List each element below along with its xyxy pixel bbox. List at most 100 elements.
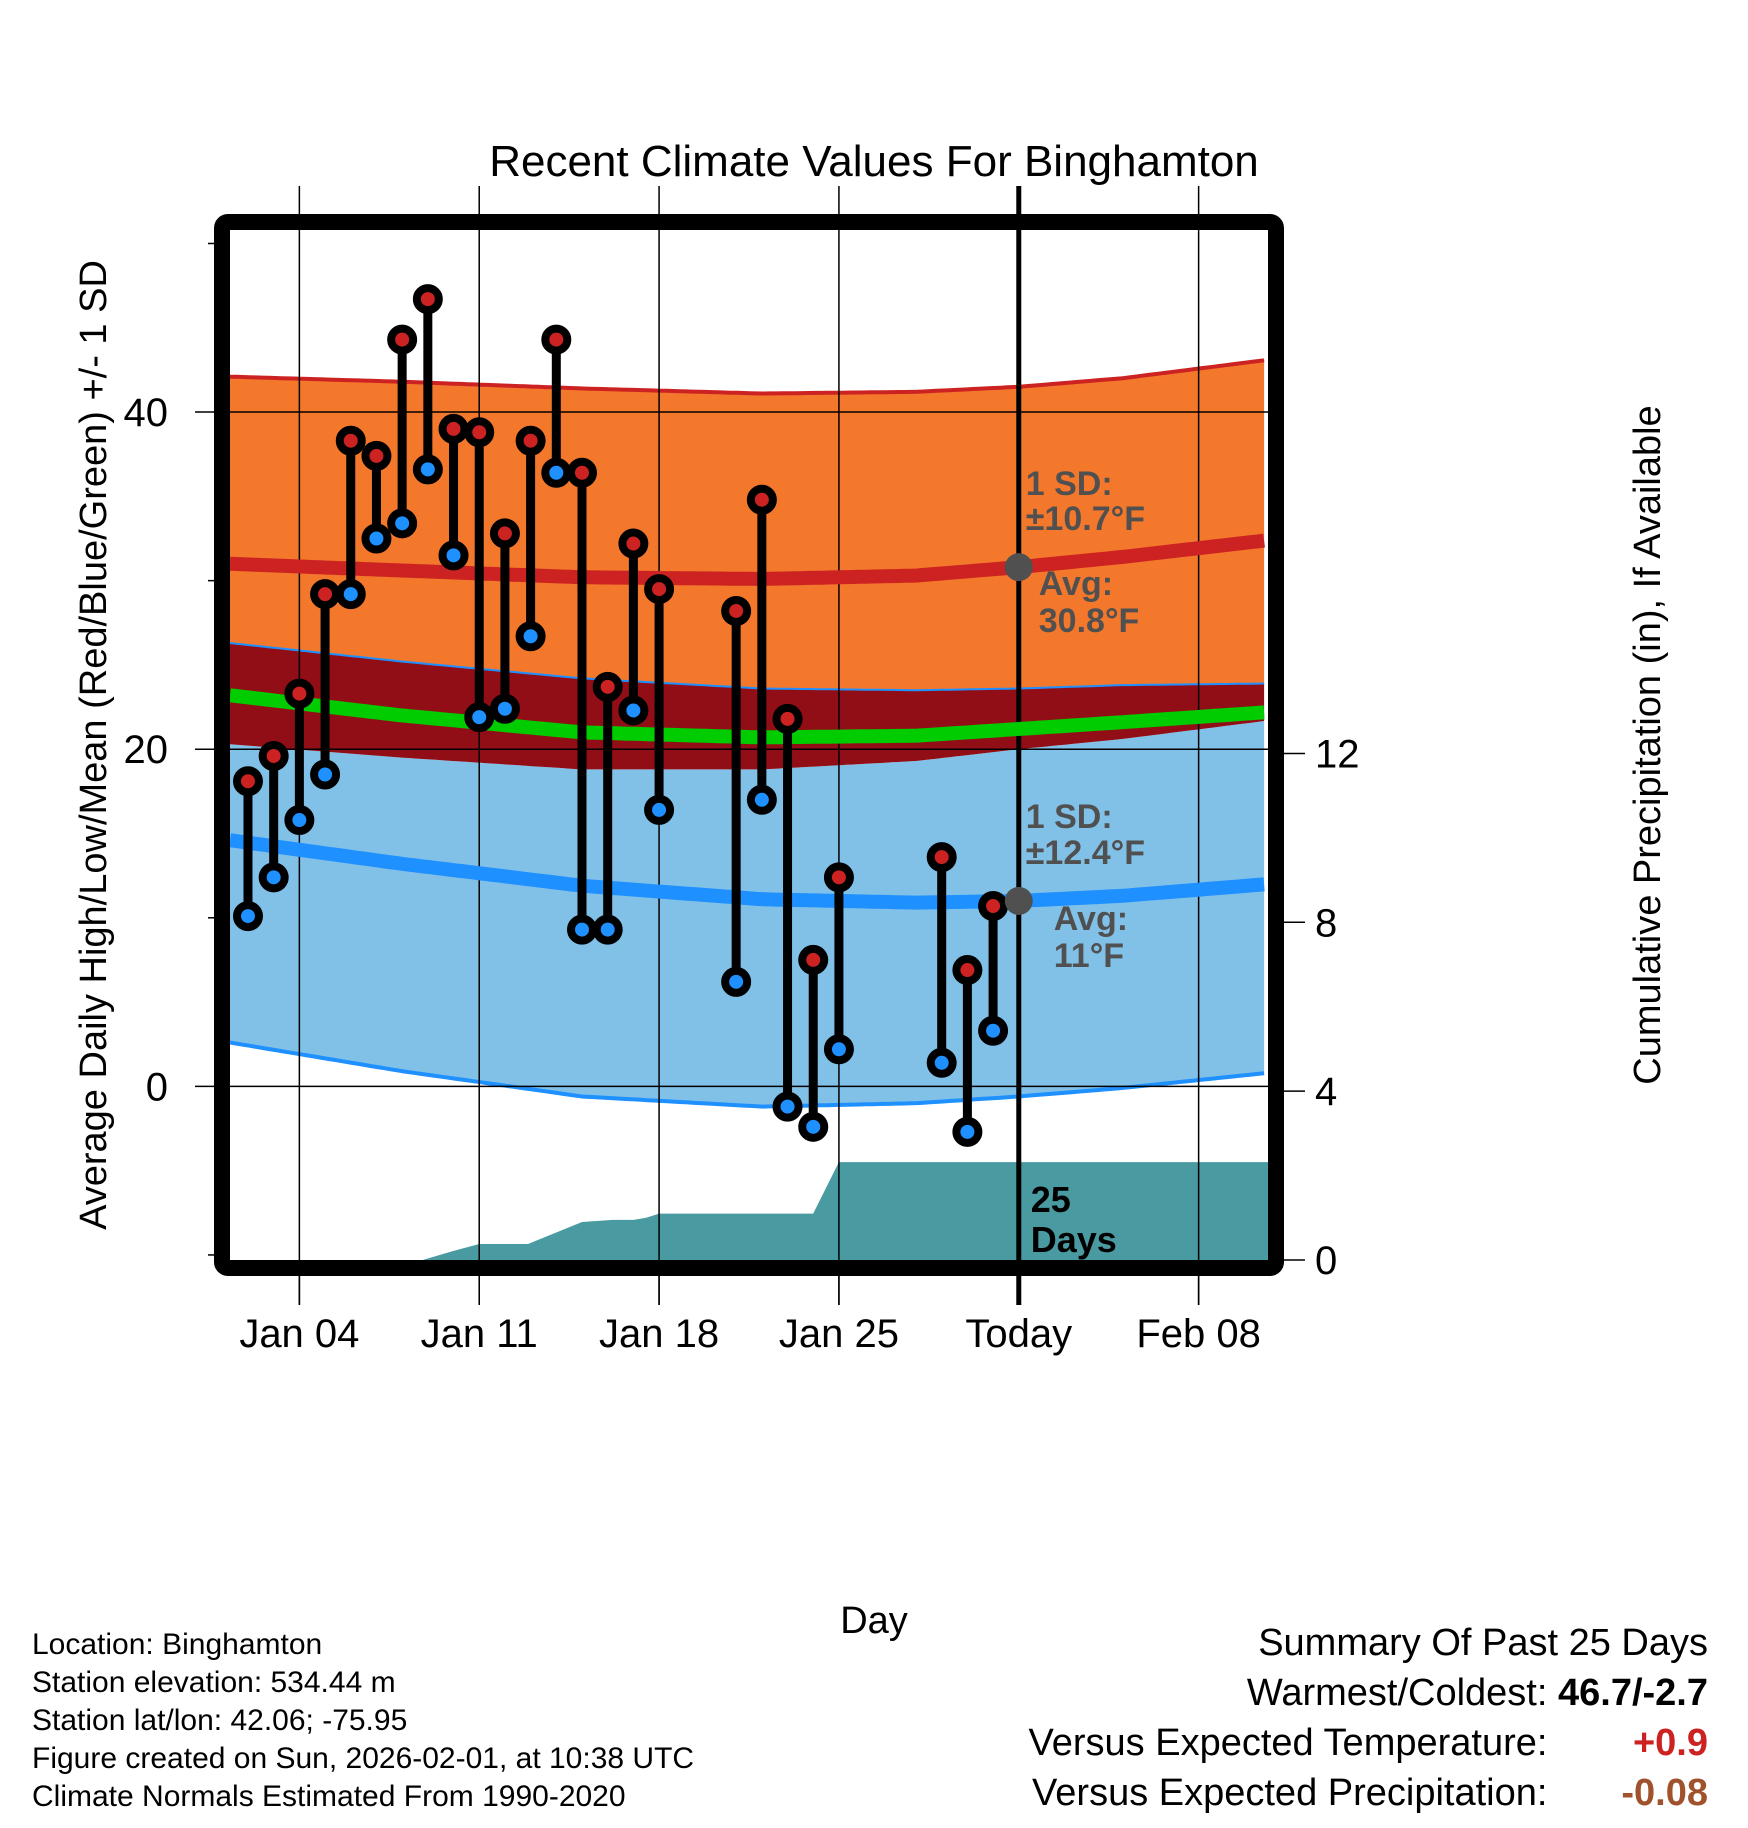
daily-low-point: [721, 966, 752, 997]
daily-high-point: [798, 944, 829, 975]
daily-low-point: [952, 1116, 983, 1147]
daily-high-point: [310, 579, 341, 610]
info-elevation: Station elevation: 534.44 m: [32, 1666, 396, 1699]
y2-tick-label: 12: [1315, 732, 1360, 776]
high-minus-sd-line: [229, 642, 1265, 692]
y-tick-label: 20: [124, 728, 169, 772]
daily-low-point: [412, 454, 443, 485]
x-axis-label: Day: [840, 1600, 908, 1642]
days-count-label: 25: [1031, 1179, 1071, 1220]
daily-high-point: [361, 440, 392, 471]
x-tick-label: Jan 11: [421, 1312, 538, 1356]
daily-high-point: [387, 324, 418, 355]
summary-precip: Versus Expected Precipitation: -0.08: [1029, 1768, 1708, 1818]
daily-low-point: [566, 914, 597, 945]
daily-high-point: [438, 413, 469, 444]
daily-high-point: [489, 518, 520, 549]
daily-low-point: [798, 1111, 829, 1142]
daily-high-point: [721, 595, 752, 626]
y-tick-label: 40: [124, 391, 169, 435]
low-sd-band: [230, 721, 1265, 1107]
precipitation-area: [230, 1162, 1268, 1260]
daily-high-point: [412, 284, 443, 315]
plot-frame: [214, 214, 1284, 1276]
daily-high-point: [541, 324, 572, 355]
summary-temp: Versus Expected Temperature: +0.9: [1029, 1718, 1708, 1768]
high-avg-marker: [1004, 553, 1033, 582]
high-avg-value: 30.8°F: [1039, 602, 1140, 640]
info-created: Figure created on Sun, 2026-02-01, at 10…: [32, 1742, 695, 1775]
station-info: Location: Binghamton Station elevation: …: [32, 1626, 694, 1816]
summary-warmest-coldest: Warmest/Coldest: 46.7/-2.7: [1029, 1668, 1708, 1718]
temp-label: Versus Expected Temperature:: [1028, 1722, 1548, 1764]
high-avg-label: Avg:: [1039, 565, 1113, 603]
low-sd-label: 1 SD:: [1026, 798, 1113, 836]
daily-low-point: [541, 457, 572, 488]
warmest-coldest-value: 46.7/-2.7: [1558, 1672, 1708, 1714]
daily-high-point: [258, 740, 289, 771]
y2-axis-label: Cumulative Precipitation (in), If Availa…: [1627, 405, 1669, 1084]
low-avg-line: [229, 833, 1265, 910]
summary-title: Summary Of Past 25 Days: [1258, 1622, 1708, 1664]
daily-high-point: [772, 703, 803, 734]
precip-value: -0.08: [1621, 1772, 1708, 1814]
daily-low-point: [361, 523, 392, 554]
y-tick-label: 0: [146, 1065, 168, 1109]
summary-panel: Summary Of Past 25 Days Warmest/Coldest:…: [1029, 1618, 1708, 1818]
mean-line: [229, 688, 1265, 745]
daily-low-point: [387, 508, 418, 539]
x-tick-label: Jan 25: [779, 1312, 899, 1356]
y-axis-label: Average Daily High/Low/Mean (Red/Blue/Gr…: [73, 260, 115, 1230]
daily-low-point: [618, 695, 649, 726]
y2-tick-label: 8: [1315, 901, 1337, 945]
high-sd-label: 1 SD:: [1026, 465, 1113, 503]
daily-high-point: [618, 528, 649, 559]
x-tick-label: Today: [965, 1312, 1072, 1356]
daily-low-point: [746, 784, 777, 815]
daily-low-point: [515, 621, 546, 652]
high-sd-value: ±10.7°F: [1026, 500, 1145, 538]
info-latlon: Station lat/lon: 42.06; -75.95: [32, 1704, 408, 1737]
daily-high-point: [464, 417, 495, 448]
chart-title: Recent Climate Values For Binghamton: [489, 137, 1259, 186]
low-avg-label: Avg:: [1054, 900, 1128, 938]
daily-high-point: [232, 766, 263, 797]
low-sd-value: ±12.4°F: [1026, 834, 1145, 872]
daily-high-point: [592, 671, 623, 702]
daily-low-point: [772, 1091, 803, 1122]
info-location: Location: Binghamton: [32, 1628, 323, 1661]
info-normals: Climate Normals Estimated From 1990-2020: [32, 1780, 626, 1813]
daily-low-point: [258, 862, 289, 893]
daily-high-point: [515, 425, 546, 456]
daily-low-point: [489, 693, 520, 724]
overlap-band: [230, 643, 1265, 770]
low-avg-marker: [1004, 886, 1033, 915]
daily-high-point: [978, 890, 1009, 921]
daily-high-point: [644, 574, 675, 605]
daily-low-point: [592, 914, 623, 945]
daily-low-point: [310, 759, 341, 790]
warmest-coldest-label: Warmest/Coldest:: [1246, 1672, 1548, 1714]
daily-low-point: [464, 702, 495, 733]
y2-tick-label: 4: [1315, 1070, 1337, 1114]
low-avg-value: 11°F: [1054, 937, 1124, 975]
daily-low-point: [232, 901, 263, 932]
daily-high-point: [823, 862, 854, 893]
daily-high-point: [566, 457, 597, 488]
daily-low-point: [926, 1047, 957, 1078]
daily-high-point: [926, 842, 957, 873]
high-avg-line: [229, 533, 1265, 586]
daily-low-point: [335, 579, 366, 610]
daily-high-point: [746, 484, 777, 515]
low-minus-sd-line: [229, 1040, 1265, 1109]
days-word-label: Days: [1031, 1219, 1117, 1260]
daily-high-point: [335, 425, 366, 456]
daily-high-point: [952, 955, 983, 986]
x-tick-label: Jan 04: [239, 1312, 359, 1356]
daily-low-point: [644, 794, 675, 825]
daily-low-point: [823, 1034, 854, 1065]
daily-low-point: [438, 540, 469, 571]
x-tick-label: Feb 08: [1136, 1312, 1261, 1356]
temp-value: +0.9: [1632, 1722, 1708, 1764]
